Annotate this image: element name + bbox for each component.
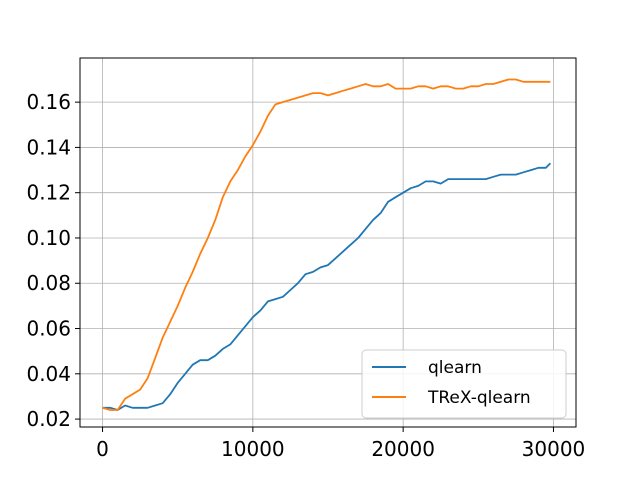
y-tick-label: 0.04 xyxy=(26,362,71,386)
legend-box xyxy=(361,349,567,419)
y-tick-label: 0.16 xyxy=(26,90,71,114)
y-tick-label: 0.14 xyxy=(26,135,71,159)
legend-label: qlearn xyxy=(428,358,482,378)
series-line-qlearn xyxy=(102,162,552,411)
y-tick-label: 0.02 xyxy=(26,407,71,431)
plot-frame xyxy=(79,57,577,428)
x-tick-label: 10000 xyxy=(221,437,285,461)
legend: qlearn TReX-qlearn xyxy=(361,349,567,419)
plot-lines xyxy=(102,78,552,411)
grid xyxy=(80,58,576,427)
y-tick-label: 0.08 xyxy=(26,271,71,295)
x-tick-label: 30000 xyxy=(522,437,586,461)
axis-ticks: 0 10000 20000 30000 0.02 0.04 0.06 0.08 0.10 0.12… xyxy=(26,90,585,461)
x-tick-label: 0 xyxy=(96,437,109,461)
series-line-trex-qlearn xyxy=(102,78,551,411)
x-tick-label: 20000 xyxy=(371,437,435,461)
legend-label: TReX-qlearn xyxy=(427,388,531,408)
y-tick-label: 0.10 xyxy=(26,226,71,250)
y-tick-label: 0.06 xyxy=(26,317,71,341)
y-tick-label: 0.12 xyxy=(26,181,71,205)
